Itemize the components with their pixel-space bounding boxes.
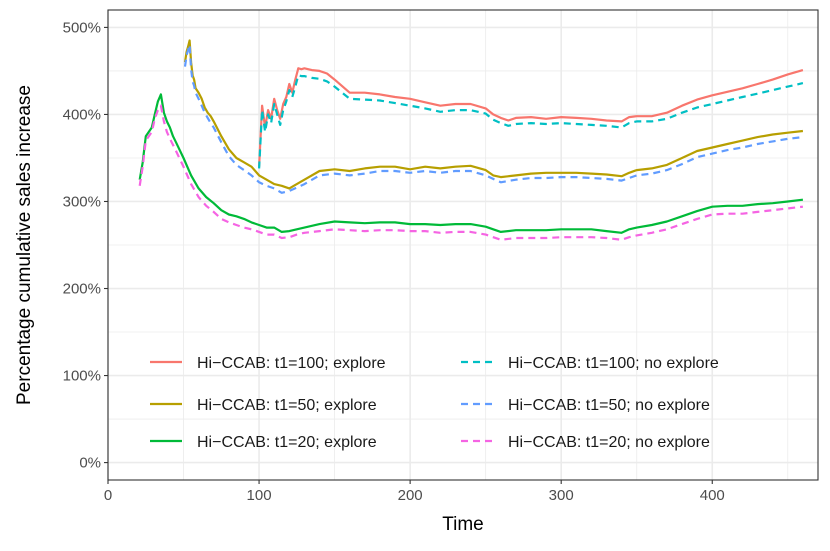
series-line-1 bbox=[258, 67, 804, 167]
y-tick-label: 100% bbox=[63, 368, 101, 385]
x-tick-label: 200 bbox=[398, 487, 423, 504]
legend-label-2: Hi−CCAB: t1=50; explore bbox=[197, 397, 377, 414]
series-line-4 bbox=[258, 74, 804, 169]
legend-label-3: Hi−CCAB: t1=20; explore bbox=[197, 434, 377, 451]
panel-border bbox=[107, 9, 819, 481]
y-tick-label: 0% bbox=[79, 455, 101, 472]
axes: 0% 100% 200% 300% 400% 500% 0 100 200 300 400 bbox=[63, 19, 725, 504]
legend-label-6: Hi−CCAB: t1=20; no explore bbox=[508, 434, 710, 451]
legend-label-4: Hi−CCAB: t1=100; no explore bbox=[508, 355, 719, 372]
x-tick-label: 100 bbox=[247, 487, 272, 504]
series-line-2 bbox=[183, 39, 804, 190]
series-line-3 bbox=[138, 93, 804, 234]
x-axis-title: Time bbox=[442, 514, 484, 535]
legend-label-1: Hi−CCAB: t1=100; explore bbox=[197, 355, 386, 372]
legend-label-5: Hi−CCAB: t1=50; no explore bbox=[508, 397, 710, 414]
y-axis-title: Percentage cumulative sales increase bbox=[14, 85, 35, 405]
y-tick-label: 300% bbox=[63, 193, 101, 210]
y-tick-label: 200% bbox=[63, 281, 101, 298]
x-tick-label: 0 bbox=[104, 487, 112, 504]
x-tick-label: 300 bbox=[549, 487, 574, 504]
y-tick-label: 500% bbox=[63, 19, 101, 36]
x-tick-label: 400 bbox=[700, 487, 725, 504]
legend: Hi−CCAB: t1=100; explore Hi−CCAB: t1=50; … bbox=[150, 355, 719, 451]
y-tick-label: 400% bbox=[63, 106, 101, 123]
series-line-6 bbox=[138, 104, 804, 241]
series-lines bbox=[138, 39, 804, 241]
